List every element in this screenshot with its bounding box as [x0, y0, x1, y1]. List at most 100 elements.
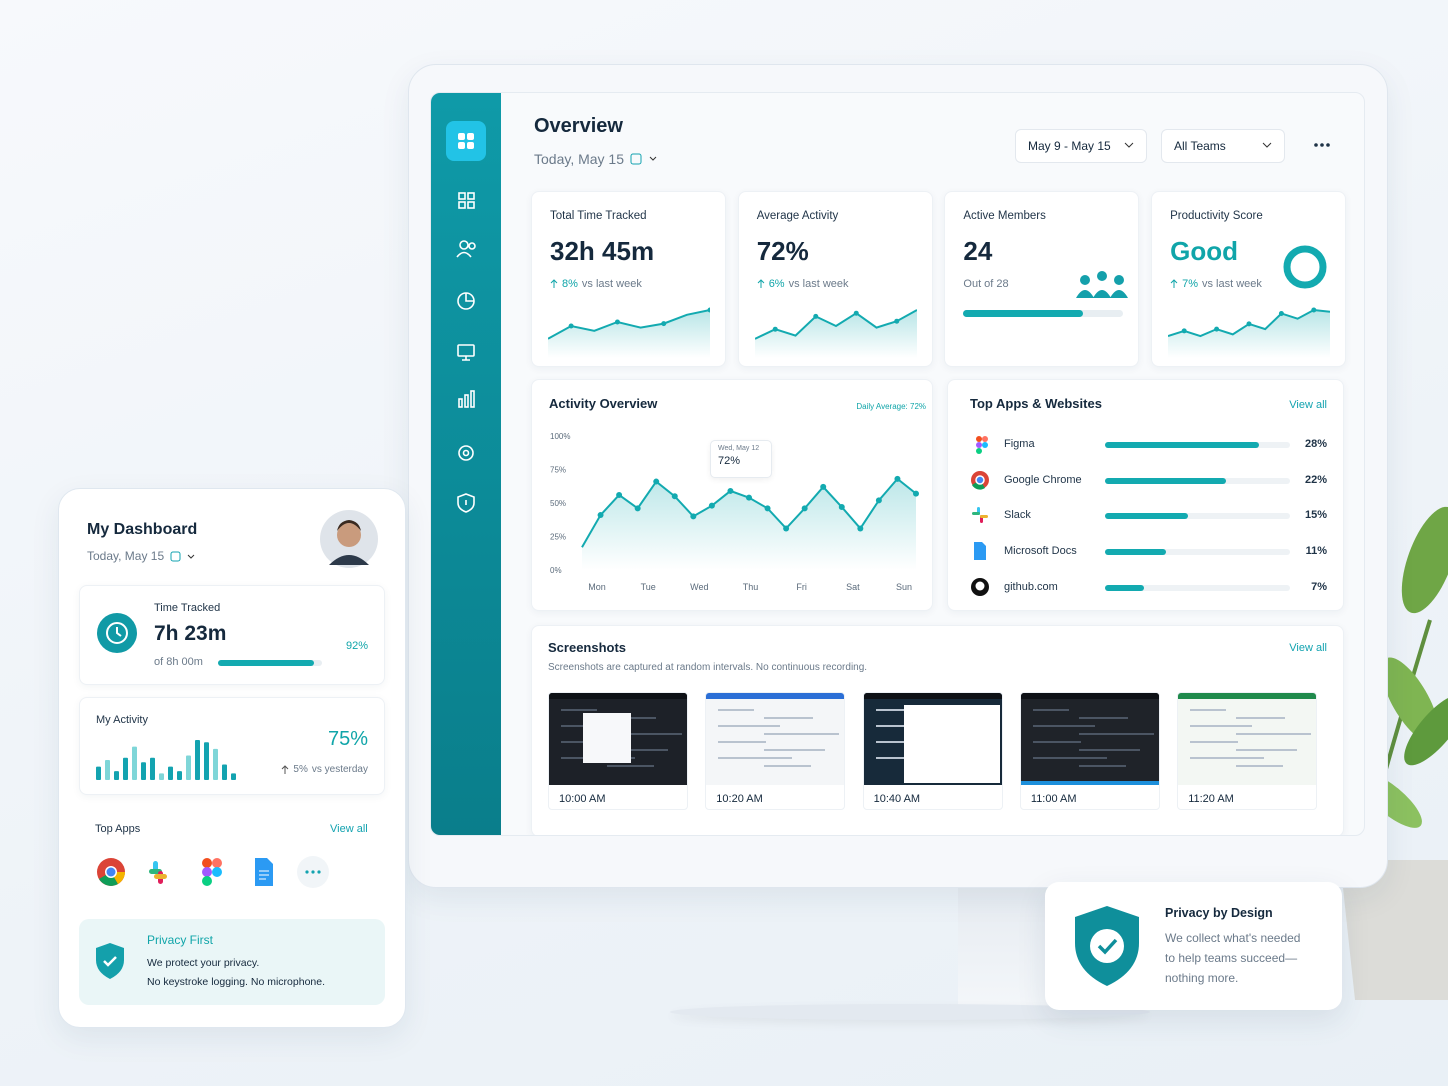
date-picker[interactable]: Today, May 15 — [534, 151, 658, 167]
members-track — [963, 310, 1124, 317]
privacy-line: We collect what's needed — [1165, 931, 1301, 945]
screenshot[interactable]: 10:00 AM — [548, 692, 688, 810]
screenshot-image — [863, 693, 1002, 785]
app-percent: 28% — [1304, 438, 1327, 450]
card-title: Top Apps & Websites — [970, 396, 1102, 411]
view-all[interactable]: View all — [1289, 642, 1327, 654]
tooltip-value: 72% — [718, 455, 741, 467]
stat-label: Average Activity — [756, 210, 839, 222]
calendar-icon — [630, 153, 657, 165]
top-bar — [1178, 693, 1317, 699]
nav-reports[interactable] — [457, 292, 475, 310]
date-picker[interactable]: Today, May 15 — [87, 549, 196, 563]
screenshot-time: 11:20 AM — [1188, 793, 1234, 805]
slack-icon[interactable] — [149, 861, 167, 884]
content-line — [607, 765, 654, 767]
sparkline-point — [614, 319, 620, 325]
sparkline-point — [1278, 310, 1284, 316]
arrow-up — [757, 279, 765, 288]
status — [1020, 781, 1159, 785]
top-bar — [863, 693, 1002, 699]
change-value: 5% — [293, 764, 308, 775]
github-in — [975, 581, 985, 591]
sparkline-line — [548, 309, 710, 340]
chrome-icon[interactable] — [97, 858, 125, 886]
activity-point — [913, 490, 919, 497]
activity-bar — [177, 771, 182, 780]
sparkline-point — [853, 310, 859, 316]
activity-bar — [195, 740, 200, 780]
sparkline-point — [893, 318, 899, 324]
date-range-text: May 9 - May 15 — [1028, 139, 1111, 153]
sparkline — [754, 309, 917, 358]
team-select[interactable]: All Teams — [1161, 129, 1285, 163]
avatar[interactable] — [319, 509, 379, 569]
view-all[interactable]: View all — [330, 823, 368, 835]
activity-bar — [186, 755, 191, 780]
app-icon — [971, 577, 989, 596]
chrome-green — [972, 479, 985, 490]
sparkline-point — [1214, 326, 1220, 332]
screenshot[interactable]: 10:20 AM — [705, 692, 846, 810]
figma-icon[interactable] — [202, 858, 222, 886]
screenshot[interactable]: 11:00 AM — [1019, 692, 1160, 810]
stat-card: Total Time Tracked 32h 45m 8% vs last week — [531, 191, 726, 367]
card-subtitle: Screenshots are captured at random inter… — [548, 662, 868, 673]
label: My Activity — [96, 714, 148, 726]
x-tick-label: Thu — [743, 582, 759, 592]
activity-point — [894, 475, 901, 482]
y-tick-label: 75% — [550, 466, 566, 475]
head — [1080, 275, 1091, 285]
nav-home[interactable] — [446, 121, 486, 161]
date-range-select[interactable]: May 9 - May 15 — [1015, 129, 1147, 163]
view-all[interactable]: View all — [1289, 399, 1327, 411]
activity-chart: 0% 25% 50% 75% 100% Mon Tue Wed Thu Fri Sat Sun — [550, 432, 919, 592]
chevron — [1262, 142, 1272, 148]
activity-point — [801, 505, 808, 512]
activity-point — [783, 525, 790, 532]
top-bar — [706, 693, 845, 699]
head — [1097, 271, 1108, 281]
more-menu[interactable] — [1313, 139, 1333, 151]
app-name: Microsoft Docs — [1004, 545, 1077, 558]
slack-part — [980, 515, 988, 519]
screenshots-card: Screenshots Screenshots are captured at … — [531, 625, 1344, 835]
stat-note: Out of 28 — [963, 278, 1009, 290]
nav-grid[interactable] — [458, 192, 475, 209]
content-line — [1032, 741, 1081, 743]
content-line — [764, 733, 840, 735]
content-line — [764, 749, 826, 751]
figma-part — [976, 448, 982, 454]
activity-bar — [204, 742, 209, 780]
content-line — [764, 765, 812, 767]
app-name: github.com — [1004, 580, 1058, 593]
app-icon — [971, 470, 989, 490]
content-line — [1236, 717, 1286, 719]
chevron — [1124, 142, 1134, 148]
screenshot-image — [706, 693, 845, 785]
stat-change: 6% vs last week — [757, 278, 849, 290]
content-line — [1078, 749, 1140, 751]
nav-screens[interactable] — [457, 344, 475, 361]
x-tick-label: Wed — [690, 582, 708, 592]
nav-security[interactable] — [457, 493, 475, 513]
nav-team[interactable] — [456, 240, 476, 258]
activity-point — [727, 487, 734, 494]
content-line — [1190, 709, 1227, 711]
screenshot[interactable]: 11:20 AM — [1177, 692, 1318, 810]
more-apps[interactable] — [297, 856, 329, 888]
figma-part — [982, 442, 988, 448]
nav-stats[interactable] — [458, 390, 475, 408]
docs-icon[interactable] — [255, 858, 273, 886]
change-note: vs last week — [788, 278, 849, 290]
app-track — [1105, 549, 1290, 556]
bg — [1020, 693, 1159, 785]
arrow — [550, 279, 558, 288]
content-line — [607, 749, 668, 751]
screenshot[interactable]: 10:40 AM — [862, 692, 1003, 810]
stat-label: Total Time Tracked — [550, 210, 647, 222]
nav-settings[interactable] — [458, 445, 474, 461]
stat-change: 7% vs last week — [1170, 278, 1262, 290]
app-bar — [1105, 513, 1188, 520]
change-note: vs last week — [581, 278, 642, 290]
